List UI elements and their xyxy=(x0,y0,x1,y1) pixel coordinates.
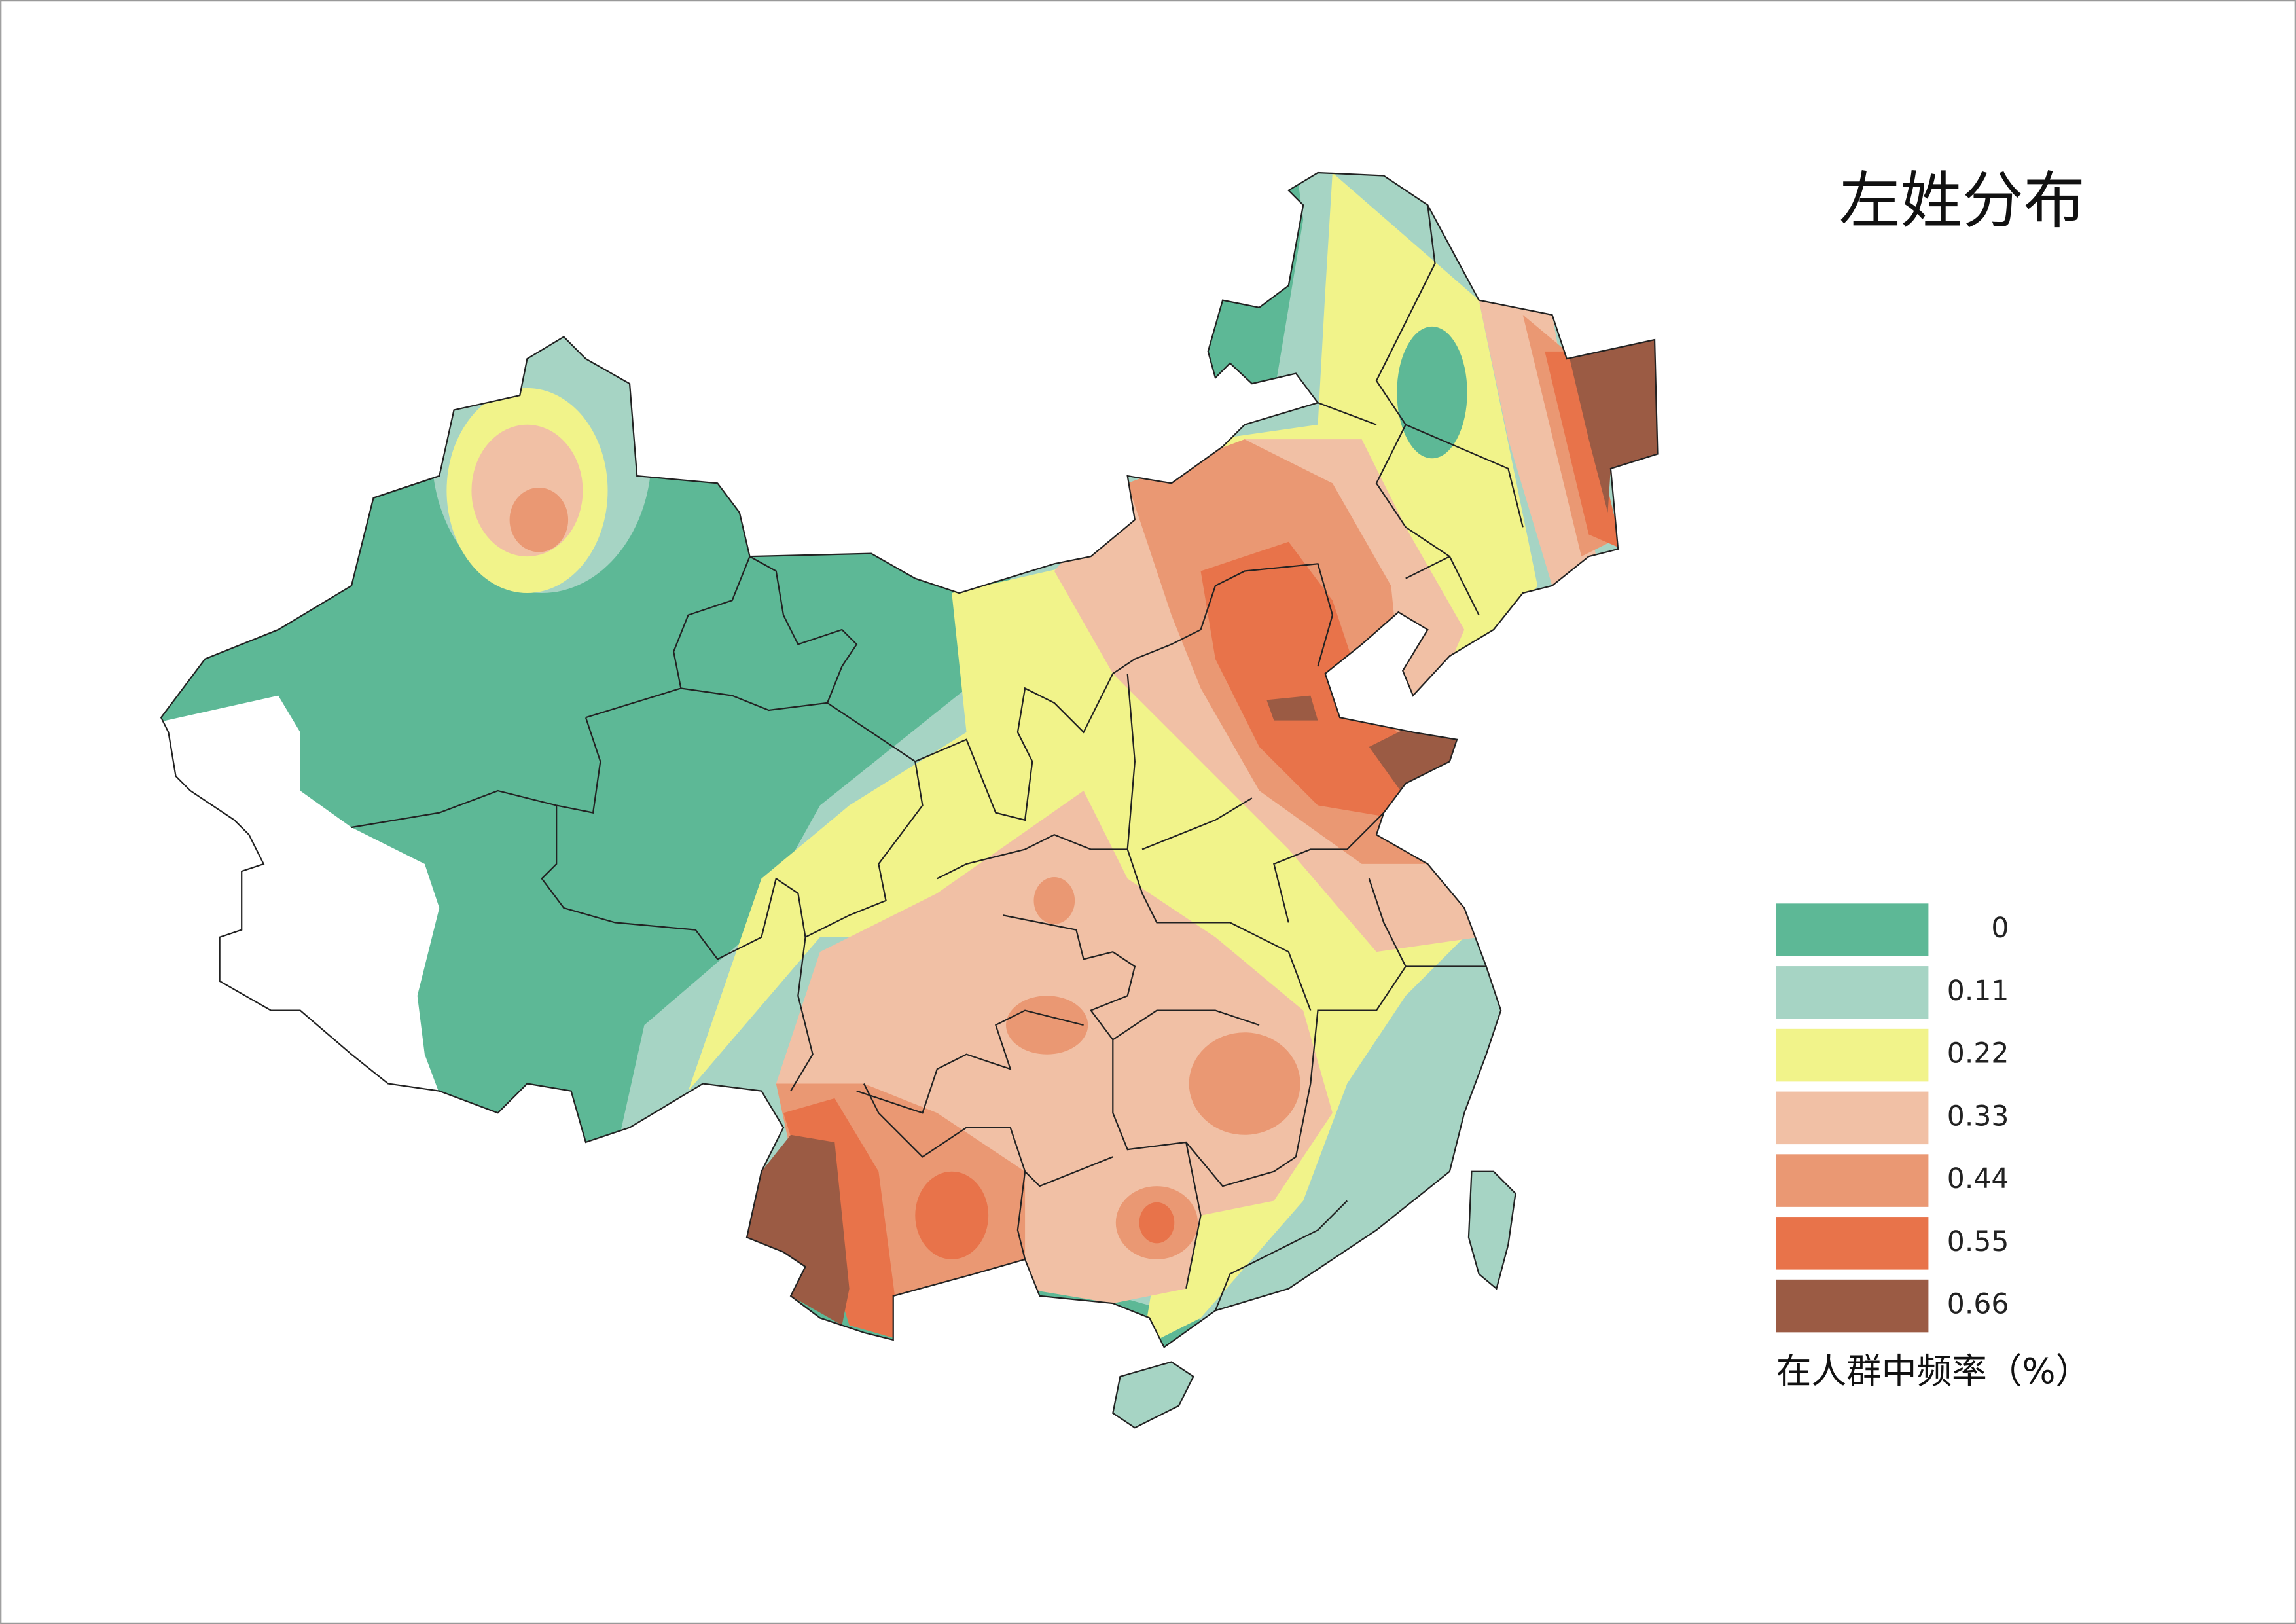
map-title: 左姓分布 xyxy=(1839,166,2085,237)
legend-label: 0.66 xyxy=(1947,1289,2009,1321)
legend-swatch xyxy=(1776,966,1929,1019)
legend-label: 0.55 xyxy=(1947,1226,2009,1258)
legend-label: 0.11 xyxy=(1947,975,2009,1007)
legend-label: 0.33 xyxy=(1947,1100,2009,1132)
legend-caption: 在人群中频率（%） xyxy=(1776,1350,2091,1392)
legend-swatch xyxy=(1776,903,1929,956)
legend: 0 0.11 0.22 0.33 0.44 0.55 0.66 xyxy=(1776,903,2009,1333)
legend-label: 0 xyxy=(1991,912,2009,945)
province-borders xyxy=(351,205,1524,1311)
legend-label: 0.44 xyxy=(1947,1163,2009,1195)
legend-swatch xyxy=(1776,1279,1929,1333)
legend-swatch xyxy=(1776,1091,1929,1145)
hainan xyxy=(1112,1361,1194,1429)
legend-swatch xyxy=(1776,1154,1929,1207)
legend-label: 0.22 xyxy=(1947,1038,2009,1070)
legend-swatch xyxy=(1776,1028,1929,1082)
taiwan xyxy=(1467,1170,1516,1290)
legend-swatch xyxy=(1776,1217,1929,1270)
